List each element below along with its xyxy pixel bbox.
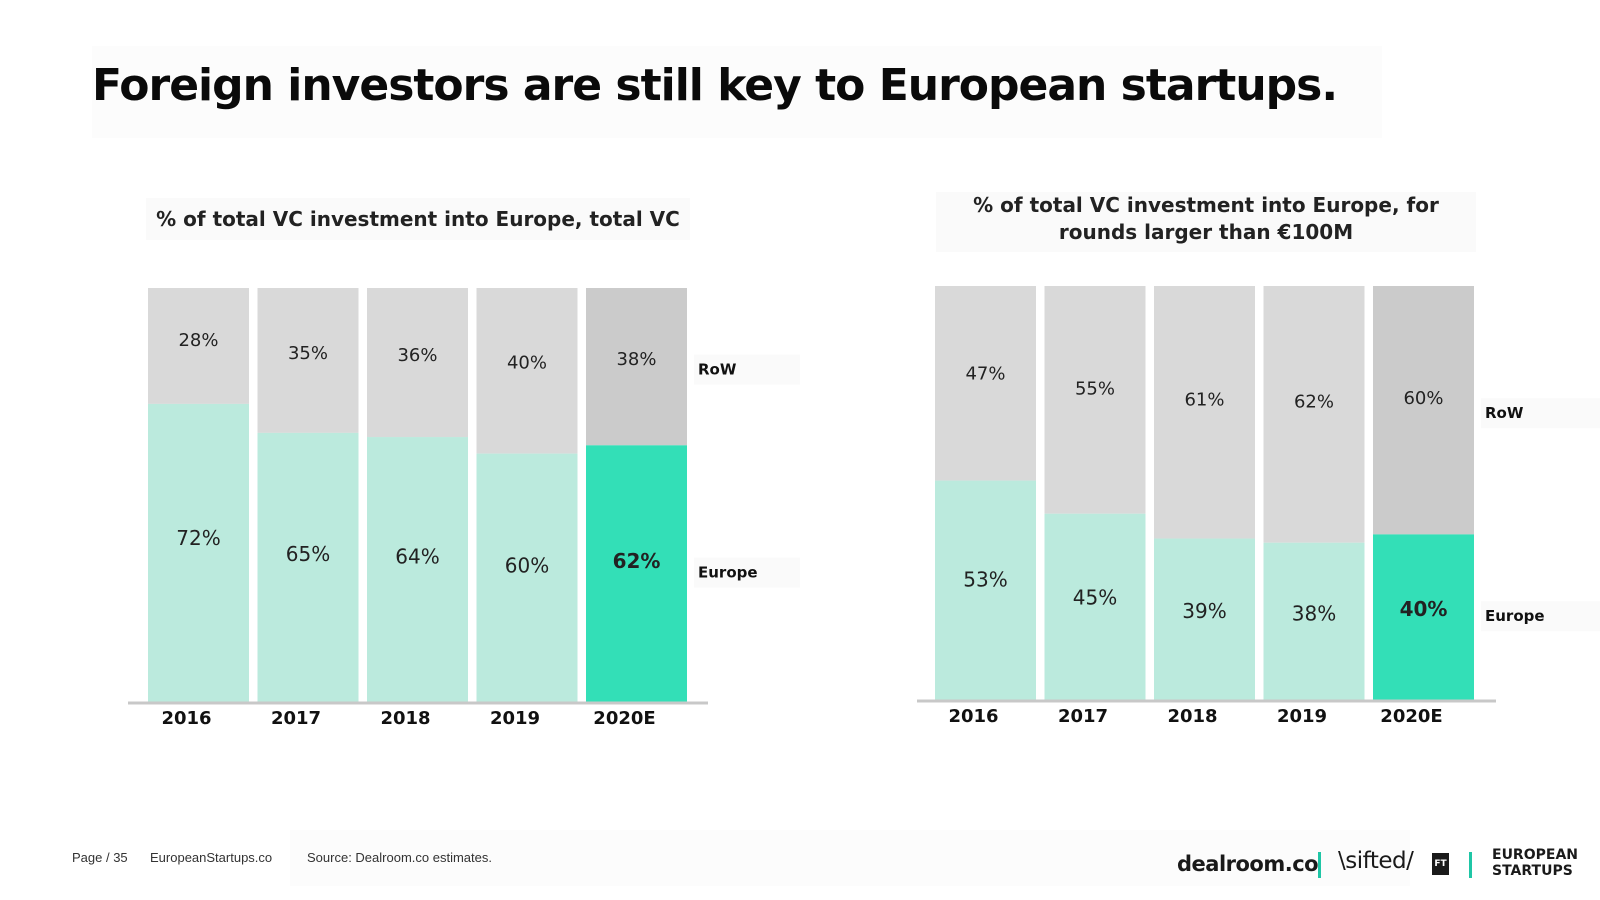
data-label-europe-2016: 53% xyxy=(963,567,1007,591)
bar-europe-2017 xyxy=(257,432,359,702)
legend-europe-label: Europe xyxy=(698,564,758,582)
data-label-europe-2020E: 40% xyxy=(1400,597,1448,621)
data-label-row-2020E: 60% xyxy=(1403,388,1443,409)
chart-2-title: % of total VC investment into Europe, fo… xyxy=(936,192,1476,252)
bar-europe-2016 xyxy=(935,480,1036,700)
bar-europe-2018 xyxy=(367,437,468,702)
x-tick-label-2016: 2016 xyxy=(948,706,998,727)
data-label-row-2017: 55% xyxy=(1075,378,1115,399)
data-label-row-2016: 47% xyxy=(965,364,1005,385)
x-tick-label-2019: 2019 xyxy=(490,708,540,729)
bar-europe-2019 xyxy=(476,453,578,702)
chart-1: 28% 72% 2016 35% 65% 2017 36% 64% 2018 40% 60% 2019… xyxy=(128,288,800,729)
data-label-europe-2017: 65% xyxy=(286,542,330,566)
source-band xyxy=(290,830,1410,886)
data-label-europe-2018: 39% xyxy=(1182,599,1226,623)
x-tick-label-2017: 2017 xyxy=(271,708,321,729)
legend-europe-band xyxy=(1481,601,1600,632)
data-label-row-2018: 36% xyxy=(397,345,437,366)
ft-logo-text: FT xyxy=(1434,859,1447,869)
data-label-row-2016: 28% xyxy=(178,330,218,351)
bar-row-2017 xyxy=(1044,286,1146,514)
data-label-europe-2018: 64% xyxy=(395,544,439,568)
bar-europe-2018 xyxy=(1154,538,1255,700)
legend-row-label: RoW xyxy=(698,361,737,379)
page-number: Page / 35 xyxy=(72,850,128,865)
bar-row-2019 xyxy=(1263,286,1365,543)
data-label-europe-2019: 38% xyxy=(1292,601,1336,625)
bar-europe-2020E xyxy=(586,445,687,702)
data-label-row-2018: 61% xyxy=(1184,390,1224,411)
data-label-europe-2016: 72% xyxy=(176,526,220,550)
legend-row-label: RoW xyxy=(1485,404,1524,422)
dealroom-logo: dealroom.co xyxy=(1177,852,1319,876)
bar-europe-2016 xyxy=(148,403,249,702)
bar-row-2016 xyxy=(148,288,249,404)
site-link[interactable]: EuropeanStartups.co xyxy=(150,850,273,865)
x-tick-label-2018: 2018 xyxy=(1167,706,1217,727)
data-label-row-2017: 35% xyxy=(288,343,328,364)
bar-row-2020E xyxy=(1373,286,1474,535)
data-label-europe-2020E: 62% xyxy=(613,549,661,573)
sifted-logo: \sifted/ xyxy=(1338,848,1414,874)
bar-row-2020E xyxy=(586,288,687,446)
legend-europe-band xyxy=(694,557,800,588)
bar-row-2018 xyxy=(1154,286,1255,539)
data-label-europe-2017: 45% xyxy=(1073,586,1117,610)
data-label-row-2019: 62% xyxy=(1294,392,1334,413)
x-tick-label-2017: 2017 xyxy=(1058,706,1108,727)
bar-row-2017 xyxy=(257,288,359,433)
bar-row-2016 xyxy=(935,286,1036,481)
data-label-row-2020E: 38% xyxy=(616,349,656,370)
european-startups-logo-line-1: EUROPEAN xyxy=(1492,847,1578,863)
chart-2: 47% 53% 2016 55% 45% 2017 61% 39% 2018 62% 38% 2019… xyxy=(917,286,1600,727)
data-label-row-2019: 40% xyxy=(507,353,547,374)
logo-separator-2 xyxy=(1469,852,1472,878)
ft-logo: FT xyxy=(1432,853,1449,875)
data-label-europe-2019: 60% xyxy=(505,553,549,577)
page-title: Foreign investors are still key to Europ… xyxy=(92,60,1338,111)
x-tick-label-2018: 2018 xyxy=(380,708,430,729)
legend-row-band xyxy=(1481,398,1600,429)
title-band: Foreign investors are still key to Europ… xyxy=(92,46,1382,138)
bar-europe-2020E xyxy=(1373,534,1474,700)
european-startups-logo-line-2: STARTUPS xyxy=(1492,863,1573,879)
bar-europe-2019 xyxy=(1263,542,1365,700)
chart-1-title: % of total VC investment into Europe, to… xyxy=(146,198,690,240)
x-tick-label-2019: 2019 xyxy=(1277,706,1327,727)
x-tick-label-2020E: 2020E xyxy=(1380,706,1442,727)
bar-europe-2017 xyxy=(1044,513,1146,700)
x-tick-label-2020E: 2020E xyxy=(593,708,655,729)
bar-row-2018 xyxy=(367,288,468,438)
bar-row-2019 xyxy=(476,288,578,454)
x-tick-label-2016: 2016 xyxy=(161,708,211,729)
source-note: Source: Dealroom.co estimates. xyxy=(307,850,492,865)
legend-row-band xyxy=(694,354,800,385)
legend-europe-label: Europe xyxy=(1485,607,1545,625)
logo-separator-1 xyxy=(1318,852,1321,878)
